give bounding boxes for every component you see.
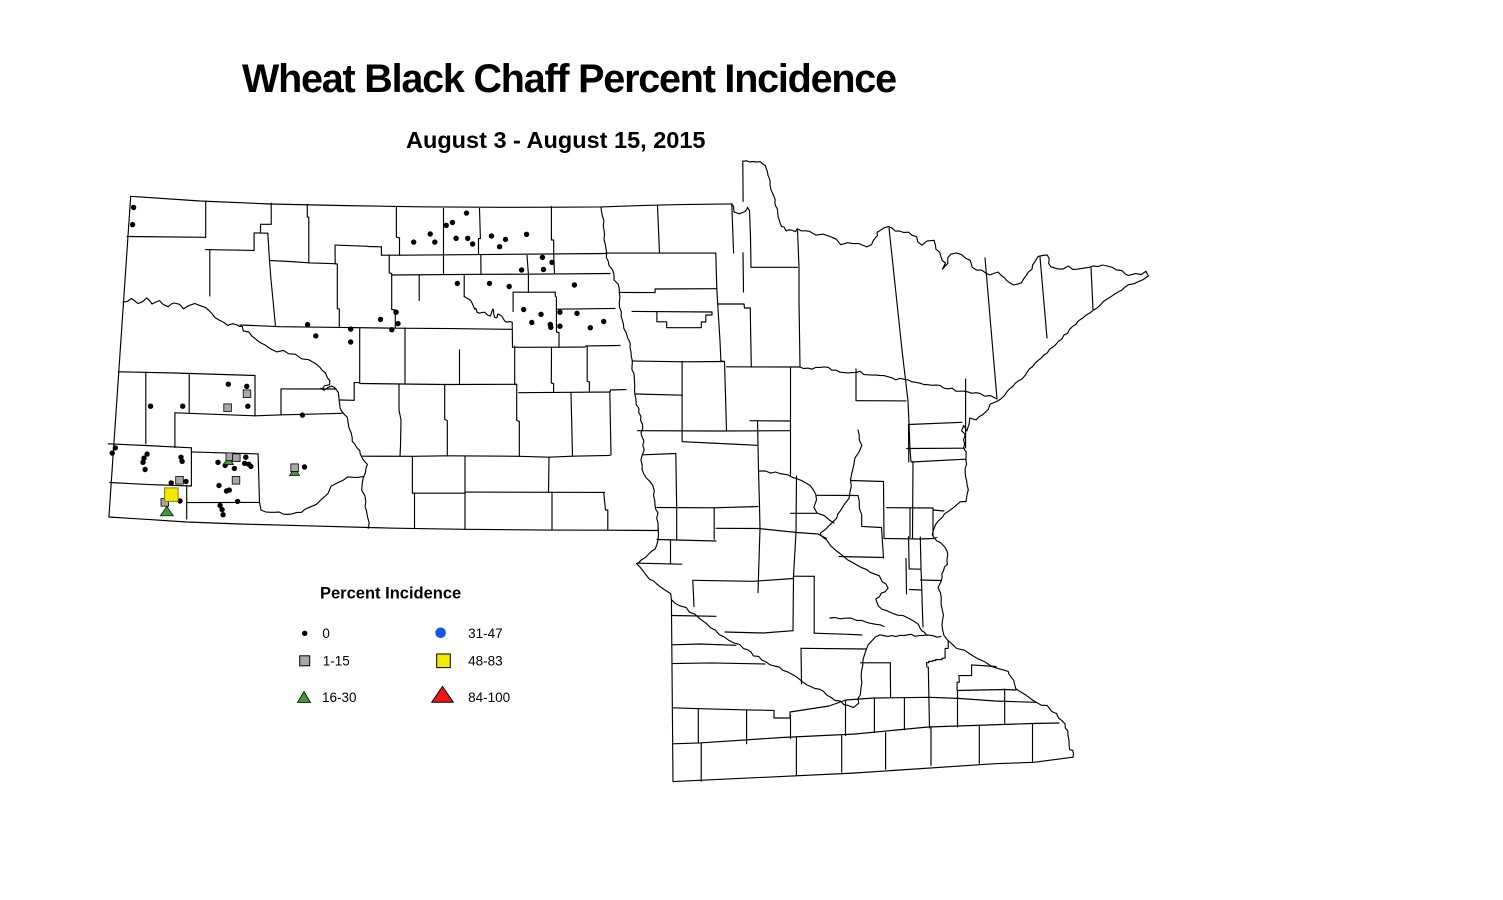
svg-text:48-83: 48-83	[468, 654, 503, 669]
svg-text:1-15: 1-15	[323, 654, 350, 669]
svg-text:16-30: 16-30	[322, 690, 357, 705]
svg-text:31-47: 31-47	[468, 626, 503, 641]
svg-text:84-100: 84-100	[468, 690, 510, 705]
svg-text:0: 0	[322, 626, 330, 641]
svg-text:Percent Incidence: Percent Incidence	[320, 585, 461, 603]
